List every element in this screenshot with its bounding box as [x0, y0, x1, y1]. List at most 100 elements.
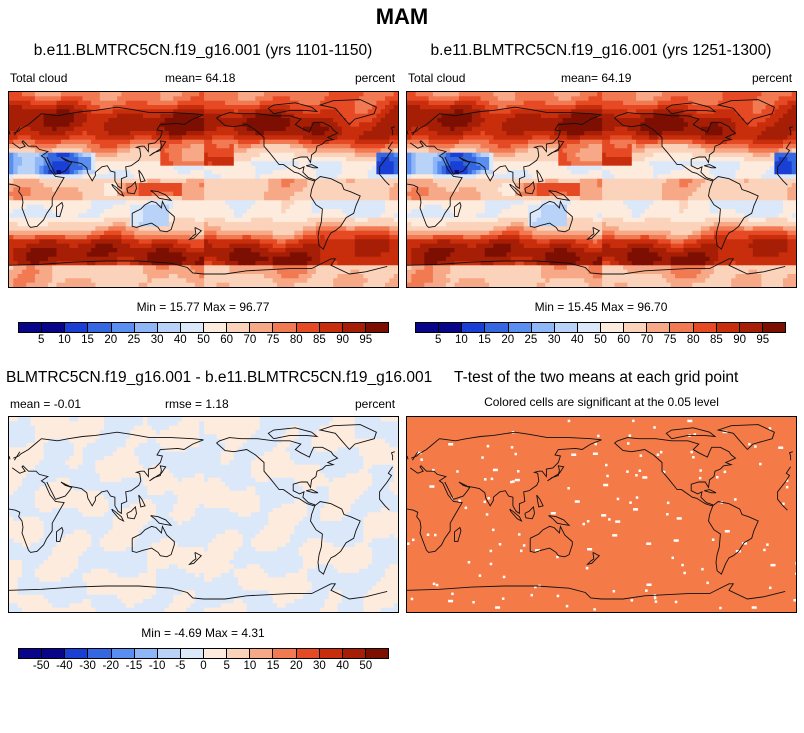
colorbar-box	[670, 323, 694, 332]
colorbar-box	[134, 649, 158, 658]
panel3-mean-label: mean = -0.01	[10, 397, 82, 411]
coastline	[138, 494, 146, 508]
coastline	[9, 451, 395, 461]
colorbar-tick-label: 25	[127, 334, 141, 346]
colorbar-box	[319, 323, 343, 332]
colorbar-box	[296, 323, 320, 332]
coastline	[407, 113, 791, 228]
colorbar-box	[19, 649, 43, 658]
coastline	[716, 424, 775, 450]
colorbar-box	[157, 323, 181, 332]
coastline	[216, 112, 339, 182]
colorbar-tick-label: 20	[289, 660, 303, 672]
colorbar-tick-label: 50	[594, 334, 607, 346]
colorbar-box	[296, 649, 320, 658]
colorbar-box	[531, 323, 555, 332]
coastline	[439, 431, 602, 442]
colorbar-tick-label: 40	[173, 334, 187, 346]
coastline	[444, 114, 602, 190]
colorbar-tick-label: 5	[434, 334, 442, 346]
coastline	[407, 438, 791, 553]
panel3-units-label: percent	[355, 397, 396, 411]
colorbar-tick-label: 10	[57, 334, 71, 346]
coastline	[407, 126, 793, 136]
colorbar-box	[19, 323, 43, 332]
panel4-map	[406, 416, 797, 613]
colorbar-box	[762, 323, 785, 332]
colorbar-tick-label: -20	[102, 660, 120, 672]
coastline	[318, 99, 377, 125]
coastline	[536, 494, 544, 508]
colorbar-tick-label: 5	[223, 660, 230, 672]
coastline	[529, 199, 573, 233]
coastline	[407, 260, 602, 275]
colorbar-tick-label: 30	[150, 334, 164, 346]
panel3-colorbar-ticks: -50 -40 -30 -20 -15 -10 -5 0 5 10 15 20 30 40 50	[18, 660, 389, 674]
colorbar-box	[365, 323, 388, 332]
colorbar-box	[180, 323, 204, 332]
coastline	[547, 465, 565, 482]
colorbar-box	[42, 649, 66, 658]
coastline	[524, 180, 535, 195]
coastline	[529, 524, 573, 558]
panel3-title: BLMTRC5CN.f19_g16.001 - b.e11.BLMTRC5CN.…	[6, 369, 433, 386]
coastline	[306, 489, 319, 494]
coastline	[547, 140, 565, 157]
coastline	[509, 508, 523, 523]
coastline	[41, 106, 204, 117]
colorbar-box	[439, 323, 463, 332]
colorbar-tick-label: -15	[125, 660, 143, 672]
coastline	[454, 526, 462, 543]
panel3-map	[8, 416, 399, 613]
coastline	[704, 164, 717, 169]
coastline	[444, 439, 602, 515]
colorbar-tick-label: 20	[501, 334, 515, 346]
coastline	[708, 501, 759, 575]
panel2-units-label: percent	[752, 71, 793, 85]
colorbar-box	[180, 649, 204, 658]
colorbar-box	[111, 323, 135, 332]
colorbar-box	[342, 649, 366, 658]
panel4-title: T-test of the two means at each grid poi…	[454, 369, 739, 386]
panel2-mean-label: mean= 64.19	[561, 71, 632, 85]
coastline	[439, 106, 602, 117]
coastline	[126, 180, 137, 195]
coastline	[131, 524, 175, 558]
coastline	[548, 190, 571, 201]
coastline	[614, 112, 737, 182]
panel1-title: b.e11.BLMTRC5CN.f19_g16.001 (yrs 1101-11…	[33, 42, 373, 59]
panel1-mean-label: mean= 64.18	[165, 71, 236, 85]
coastline	[318, 424, 377, 450]
coastline	[704, 489, 717, 494]
coastline	[150, 190, 173, 201]
colorbar-tick-label: 95	[359, 334, 373, 346]
panel1-minmax: Min = 15.77 Max = 96.77	[136, 300, 270, 314]
colorbar-tick-label: 15	[266, 660, 280, 672]
colorbar-tick-label: 15	[478, 334, 491, 346]
coastline	[149, 465, 167, 482]
main-title: MAM	[375, 4, 429, 29]
colorbar-tick-label: -10	[148, 660, 166, 672]
colorbar-tick-label: 80	[686, 334, 700, 346]
panel4-subtitle: Colored cells are significant at the 0.0…	[484, 395, 719, 409]
colorbar-tick-label: 30	[547, 334, 561, 346]
coastline	[306, 164, 319, 169]
panel2-minmax: Min = 15.45 Max = 96.70	[534, 300, 668, 314]
coastline	[509, 183, 523, 198]
colorbar-tick-label: 60	[220, 334, 234, 346]
colorbar-box	[319, 649, 343, 658]
colorbar-box	[577, 323, 601, 332]
colorbar-box	[65, 649, 89, 658]
colorbar-tick-label: -5	[175, 660, 186, 672]
panel2-colorbar-ticks: 5 10 15 20 25 30 40 50 60 70 75 80 85 90 95	[415, 334, 786, 348]
colorbar-tick-label: 90	[733, 334, 747, 346]
coastline	[41, 431, 204, 442]
colorbar-tick-label: -40	[56, 660, 73, 672]
colorbar-box	[134, 323, 158, 332]
colorbar-tick-label: 70	[640, 334, 654, 346]
panel2-colorbar	[415, 322, 786, 333]
coastline	[9, 585, 204, 600]
colorbar-tick-label: 85	[313, 334, 326, 346]
colorbar-box	[485, 323, 509, 332]
colorbar-tick-label: 40	[336, 660, 350, 672]
